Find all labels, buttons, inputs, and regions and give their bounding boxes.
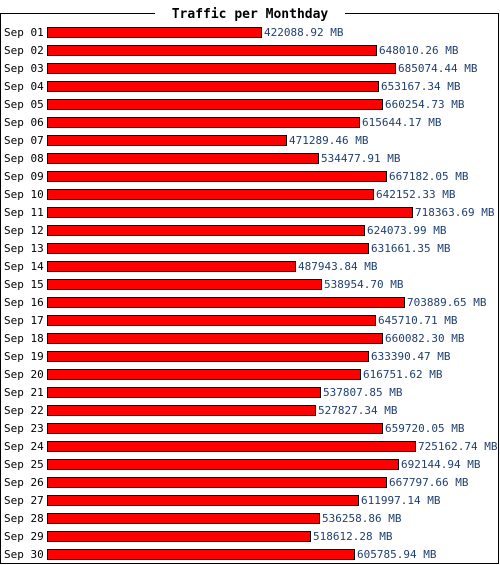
bars-group: Sep 01 422088.92 MB Sep 02 648010.26 MB Sep … xyxy=(4,26,498,561)
value-label: 660254.73 MB xyxy=(385,98,465,111)
bar xyxy=(47,405,316,416)
bar xyxy=(47,171,387,182)
bar xyxy=(47,135,287,146)
value-label: 518612.28 MB xyxy=(313,530,393,543)
bar xyxy=(47,99,383,110)
value-label: 624073.99 MB xyxy=(367,224,447,237)
category-label: Sep 18 xyxy=(4,332,44,345)
value-label: 653167.34 MB xyxy=(381,80,461,93)
value-label: 725162.74 MB xyxy=(418,440,498,453)
bar xyxy=(47,189,374,200)
value-label: 536258.86 MB xyxy=(322,512,402,525)
category-label: Sep 29 xyxy=(4,530,44,543)
category-label: Sep 21 xyxy=(4,386,44,399)
category-label: Sep 06 xyxy=(4,116,44,129)
bar xyxy=(47,279,322,290)
bar xyxy=(47,423,383,434)
category-label: Sep 08 xyxy=(4,152,44,165)
bar xyxy=(47,63,396,74)
value-label: 692144.94 MB xyxy=(401,458,481,471)
bar xyxy=(47,225,365,236)
category-label: Sep 30 xyxy=(4,548,44,561)
value-label: 616751.62 MB xyxy=(363,368,443,381)
bar xyxy=(47,387,321,398)
value-label: 648010.26 MB xyxy=(379,44,459,57)
category-label: Sep 25 xyxy=(4,458,44,471)
value-label: 615644.17 MB xyxy=(362,116,442,129)
value-label: 685074.44 MB xyxy=(398,62,478,75)
category-label: Sep 27 xyxy=(4,494,44,507)
bar xyxy=(47,477,387,488)
category-label: Sep 28 xyxy=(4,512,44,525)
value-label: 537807.85 MB xyxy=(323,386,403,399)
bar xyxy=(47,459,399,470)
category-label: Sep 03 xyxy=(4,62,44,75)
value-label: 605785.94 MB xyxy=(357,548,437,561)
bar xyxy=(47,351,369,362)
category-label: Sep 11 xyxy=(4,206,44,219)
value-label: 633390.47 MB xyxy=(371,350,451,363)
value-label: 645710.71 MB xyxy=(378,314,458,327)
category-label: Sep 12 xyxy=(4,224,44,237)
bar xyxy=(47,315,376,326)
category-label: Sep 01 xyxy=(4,26,44,39)
value-label: 487943.84 MB xyxy=(298,260,378,273)
category-label: Sep 16 xyxy=(4,296,44,309)
category-label: Sep 09 xyxy=(4,170,44,183)
bar xyxy=(47,117,360,128)
category-label: Sep 22 xyxy=(4,404,44,417)
category-label: Sep 19 xyxy=(4,350,44,363)
category-label: Sep 07 xyxy=(4,134,44,147)
bar xyxy=(47,45,377,56)
bar xyxy=(47,333,383,344)
category-label: Sep 13 xyxy=(4,242,44,255)
value-label: 527827.34 MB xyxy=(318,404,398,417)
category-label: Sep 24 xyxy=(4,440,44,453)
category-label: Sep 04 xyxy=(4,80,44,93)
value-label: 667797.66 MB xyxy=(389,476,469,489)
bar xyxy=(47,549,355,560)
value-label: 631661.35 MB xyxy=(371,242,451,255)
bar xyxy=(47,441,416,452)
bar xyxy=(47,261,296,272)
value-label: 642152.33 MB xyxy=(376,188,456,201)
bar xyxy=(47,513,320,524)
bar xyxy=(47,297,405,308)
category-label: Sep 17 xyxy=(4,314,44,327)
value-label: 667182.05 MB xyxy=(389,170,469,183)
category-label: Sep 23 xyxy=(4,422,44,435)
value-label: 471289.46 MB xyxy=(289,134,369,147)
value-label: 659720.05 MB xyxy=(385,422,465,435)
bar xyxy=(47,207,413,218)
value-label: 422088.92 MB xyxy=(264,26,344,39)
bar xyxy=(47,243,369,254)
category-label: Sep 10 xyxy=(4,188,44,201)
bar xyxy=(47,369,361,380)
value-label: 611997.14 MB xyxy=(361,494,441,507)
title-background xyxy=(155,4,345,22)
value-label: 534477.91 MB xyxy=(321,152,401,165)
category-label: Sep 15 xyxy=(4,278,44,291)
bar xyxy=(47,531,311,542)
bar xyxy=(47,27,262,38)
bar xyxy=(47,495,359,506)
value-label: 703889.65 MB xyxy=(407,296,487,309)
category-label: Sep 02 xyxy=(4,44,44,57)
value-label: 538954.70 MB xyxy=(324,278,404,291)
chart-title: Traffic per Monthday xyxy=(172,7,329,22)
bar xyxy=(47,81,379,92)
value-label: 718363.69 MB xyxy=(415,206,495,219)
value-label: 660082.30 MB xyxy=(385,332,465,345)
category-label: Sep 26 xyxy=(4,476,44,489)
category-label: Sep 05 xyxy=(4,98,44,111)
category-label: Sep 14 xyxy=(4,260,44,273)
category-label: Sep 20 xyxy=(4,368,44,381)
bar xyxy=(47,153,319,164)
